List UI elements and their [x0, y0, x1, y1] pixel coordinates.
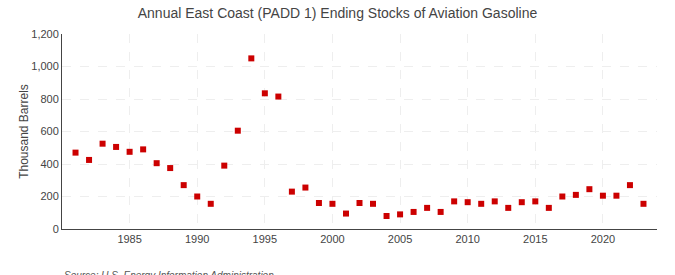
- svg-text:1995: 1995: [253, 233, 277, 245]
- svg-text:0: 0: [53, 223, 59, 235]
- svg-text:2020: 2020: [591, 233, 615, 245]
- svg-text:Thousand Barrels: Thousand Barrels: [17, 84, 31, 179]
- svg-text:Source: U.S. Energy Informatio: Source: U.S. Energy Information Administ…: [64, 270, 274, 275]
- svg-text:Annual East Coast (PADD 1) End: Annual East Coast (PADD 1) Ending Stocks…: [138, 5, 538, 21]
- svg-text:600: 600: [40, 125, 58, 137]
- svg-text:2005: 2005: [388, 233, 412, 245]
- svg-text:1985: 1985: [117, 233, 141, 245]
- svg-text:2000: 2000: [320, 233, 344, 245]
- svg-text:400: 400: [40, 158, 58, 170]
- svg-text:1990: 1990: [185, 233, 209, 245]
- svg-text:2015: 2015: [523, 233, 547, 245]
- svg-text:800: 800: [40, 93, 58, 105]
- svg-text:2010: 2010: [455, 233, 479, 245]
- svg-text:200: 200: [40, 190, 58, 202]
- svg-text:1,200: 1,200: [31, 28, 59, 40]
- svg-text:1,000: 1,000: [31, 60, 59, 72]
